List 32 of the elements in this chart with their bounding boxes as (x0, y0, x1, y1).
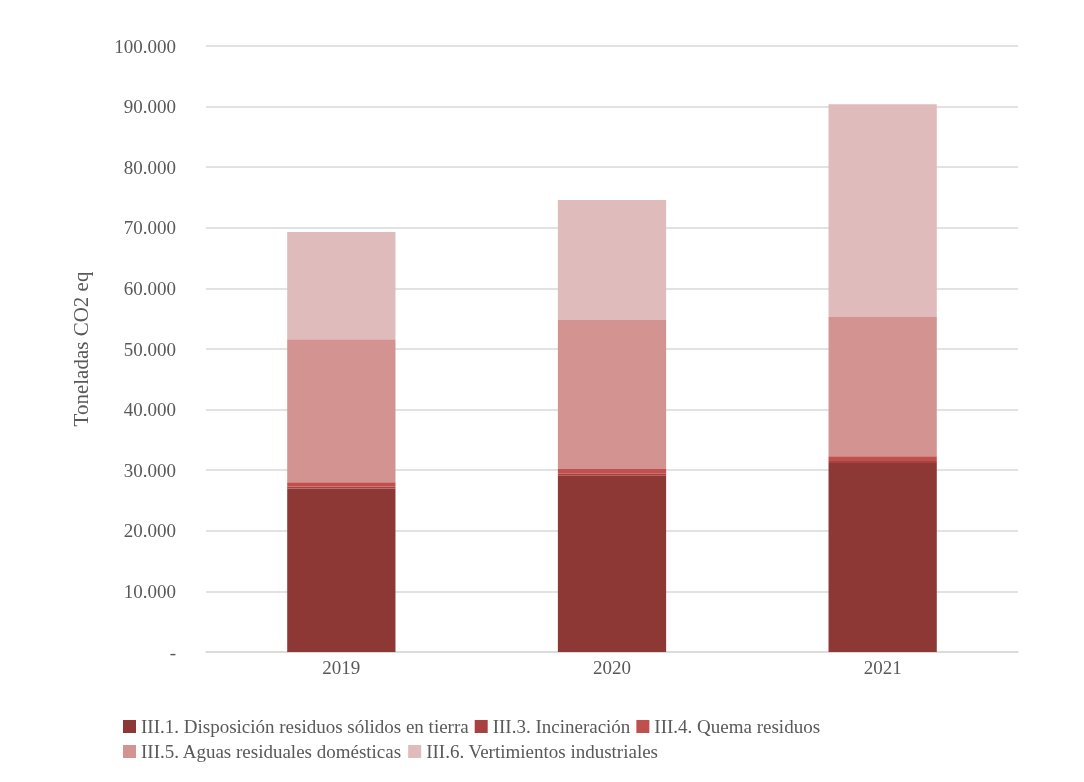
y-tick-label: 40.000 (123, 399, 176, 421)
bar (828, 462, 937, 652)
y-axis-title: Toneladas CO2 eq (68, 271, 93, 427)
legend-label: III.6. Vertimientos industriales (426, 741, 659, 762)
y-tick-label: - (169, 641, 176, 663)
bar (287, 482, 396, 487)
legend-label: III.3. Incineración (492, 716, 631, 737)
x-tick-label: 2020 (593, 657, 631, 678)
legend-label: III.1. Disposición residuos sólidos en tierra (141, 716, 470, 737)
bar (287, 339, 396, 483)
bar (557, 468, 667, 474)
bar (828, 456, 937, 462)
x-tick-label: 2019 (322, 657, 361, 678)
x-tick-label: 2021 (863, 657, 902, 678)
legend-label: III.5. Aguas residuales domésticas (141, 741, 402, 762)
bar (287, 232, 396, 340)
legend-label: III.4. Quema residuos (654, 716, 821, 737)
y-tick-label: 10.000 (123, 580, 176, 602)
y-tick-label: 70.000 (123, 217, 176, 239)
bar (828, 316, 937, 457)
y-tick-label: 60.000 (123, 277, 176, 299)
y-tick-label: 100.000 (114, 35, 176, 57)
y-tick-label: 20.000 (123, 520, 176, 542)
y-tick-label: 30.000 (123, 459, 176, 481)
y-tick-label: 80.000 (123, 156, 176, 178)
bar (828, 104, 937, 317)
bar (557, 319, 667, 469)
y-tick-label: 90.000 (123, 96, 176, 118)
bar (287, 488, 396, 652)
y-tick-label: 50.000 (123, 338, 176, 360)
bar (557, 199, 667, 320)
bar (557, 475, 667, 652)
